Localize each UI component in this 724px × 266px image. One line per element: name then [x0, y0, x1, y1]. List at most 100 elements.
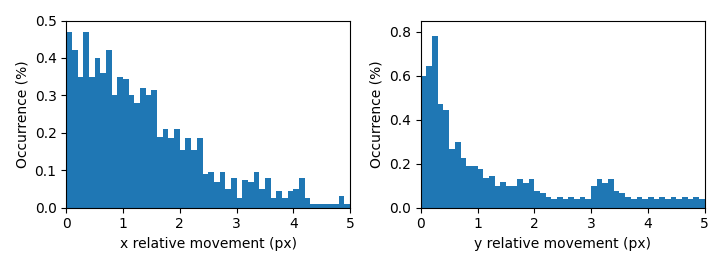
Bar: [157, 136, 163, 208]
Bar: [546, 197, 552, 208]
Bar: [243, 180, 248, 208]
Bar: [277, 191, 282, 208]
X-axis label: y relative movement (px): y relative movement (px): [474, 237, 651, 251]
Bar: [614, 191, 620, 208]
Bar: [636, 197, 642, 208]
Bar: [682, 197, 688, 208]
X-axis label: x relative movement (px): x relative movement (px): [119, 237, 297, 251]
Bar: [106, 51, 111, 208]
Bar: [151, 90, 157, 208]
Bar: [83, 32, 89, 208]
Bar: [163, 129, 169, 208]
Bar: [574, 199, 580, 208]
Bar: [489, 176, 494, 208]
Bar: [426, 66, 432, 208]
Bar: [608, 179, 614, 208]
Bar: [466, 166, 472, 208]
Bar: [219, 172, 225, 208]
Bar: [140, 88, 146, 208]
Bar: [523, 184, 529, 208]
Bar: [316, 204, 321, 208]
Bar: [265, 178, 271, 208]
Bar: [432, 36, 438, 208]
Bar: [311, 204, 316, 208]
Bar: [506, 186, 512, 208]
Bar: [185, 138, 191, 208]
Bar: [253, 172, 259, 208]
Bar: [694, 197, 699, 208]
Y-axis label: Occurrence (%): Occurrence (%): [15, 60, 29, 168]
Bar: [293, 189, 299, 208]
Bar: [305, 198, 311, 208]
Bar: [676, 199, 682, 208]
Bar: [321, 204, 327, 208]
Bar: [620, 193, 625, 208]
Bar: [333, 204, 339, 208]
Bar: [563, 199, 568, 208]
Bar: [271, 198, 277, 208]
Bar: [146, 95, 151, 208]
Bar: [534, 191, 540, 208]
Bar: [568, 197, 574, 208]
Bar: [552, 199, 557, 208]
Bar: [209, 172, 214, 208]
Bar: [180, 150, 185, 208]
Bar: [248, 181, 253, 208]
Bar: [237, 198, 243, 208]
Bar: [500, 182, 506, 208]
Bar: [438, 104, 444, 208]
Bar: [67, 32, 72, 208]
Bar: [602, 184, 608, 208]
Bar: [642, 199, 648, 208]
Bar: [460, 158, 466, 208]
Bar: [77, 77, 83, 208]
Bar: [478, 169, 483, 208]
Bar: [95, 58, 101, 208]
Bar: [72, 51, 77, 208]
Bar: [540, 193, 546, 208]
Bar: [259, 189, 265, 208]
Bar: [299, 178, 305, 208]
Bar: [444, 110, 449, 208]
Bar: [101, 73, 106, 208]
Bar: [654, 199, 660, 208]
Bar: [174, 129, 180, 208]
Bar: [111, 95, 117, 208]
Bar: [625, 197, 631, 208]
Bar: [345, 204, 350, 208]
Bar: [512, 186, 517, 208]
Bar: [670, 197, 676, 208]
Bar: [688, 199, 694, 208]
Bar: [660, 197, 665, 208]
Bar: [597, 179, 602, 208]
Bar: [631, 199, 636, 208]
Bar: [117, 77, 123, 208]
Bar: [557, 197, 563, 208]
Bar: [699, 199, 704, 208]
Bar: [455, 142, 460, 208]
Bar: [449, 149, 455, 208]
Bar: [89, 77, 95, 208]
Bar: [169, 138, 174, 208]
Bar: [339, 197, 345, 208]
Bar: [129, 95, 135, 208]
Bar: [648, 197, 654, 208]
Bar: [191, 150, 197, 208]
Bar: [472, 166, 478, 208]
Bar: [287, 191, 293, 208]
Bar: [203, 174, 209, 208]
Bar: [214, 181, 219, 208]
Bar: [529, 179, 534, 208]
Bar: [483, 178, 489, 208]
Bar: [225, 189, 231, 208]
Bar: [591, 186, 597, 208]
Y-axis label: Occurrence (%): Occurrence (%): [369, 60, 384, 168]
Bar: [586, 199, 591, 208]
Bar: [517, 179, 523, 208]
Bar: [135, 103, 140, 208]
Bar: [580, 197, 586, 208]
Bar: [665, 199, 670, 208]
Bar: [282, 198, 287, 208]
Bar: [494, 186, 500, 208]
Bar: [123, 78, 129, 208]
